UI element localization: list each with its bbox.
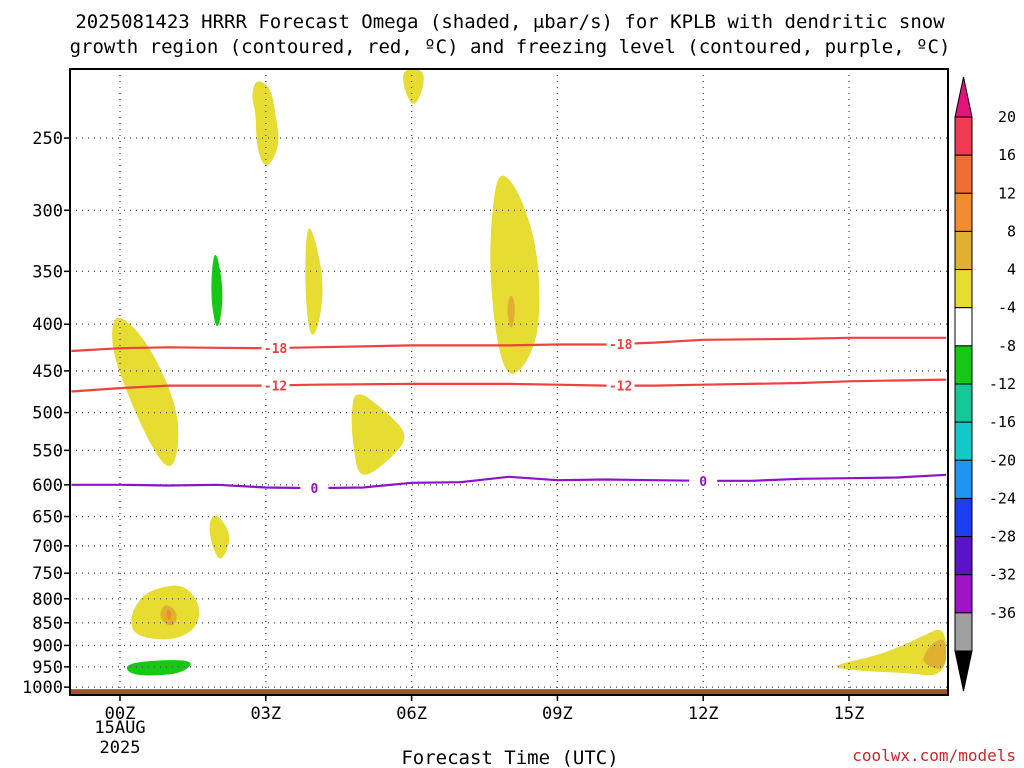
colorbar-segment-0 [954,116,973,156]
y-tick-label-500: 500 [32,404,63,424]
colorbar-segment-3 [954,230,973,271]
colorbar-top-arrow [954,76,973,118]
y-tick-label-650: 650 [32,508,63,528]
colorbar-segment-12 [954,574,973,614]
y-tick-label-350: 350 [32,262,63,282]
plot-area: -18 -18 -12 -12 0 0 [69,68,949,696]
colorbar-segment-10 [954,497,973,538]
shaded-region-omega-4to8-f [351,394,405,475]
contour-lines: -18 -18 -12 -12 0 0 [71,335,947,497]
chart-title-line2: growth region (contoured, red, ºC) and f… [70,36,951,58]
contour-label-1-1: -12 [609,380,632,395]
contour-label-1-0: -12 [264,379,287,394]
x-axis-label: Forecast Time (UTC) [401,747,618,768]
colorbar-label-6: -8 [998,337,1016,355]
x-tick-label-9: 09Z [542,704,573,724]
colorbar-label-7: -12 [989,375,1016,393]
colorbar-label-12: -32 [989,566,1016,584]
contour-label-bg-0-1 [606,335,635,352]
y-tick-label-400: 400 [32,315,63,335]
colorbar-segment-8 [954,421,973,461]
y-tick-label-800: 800 [32,590,63,610]
colorbar-segment-2 [954,192,973,232]
colorbar-segment-13 [954,612,973,652]
colorbar-segment-11 [954,536,973,576]
colorbar-label-0: 20 [998,108,1016,126]
contour-label-bg-1-0 [261,377,290,394]
x-tick-label-0: 00Z [105,704,136,724]
colorbar-label-3: 8 [1007,222,1016,240]
x-date-label-line2: 2025 [100,738,141,758]
x-tick-label-12: 12Z [688,704,719,724]
shaded-region-omega-4to8-b [402,69,424,104]
colorbar-bottom-arrow [954,650,973,692]
colorbar-label-4: 4 [1007,261,1016,279]
shaded-region-omega-8to12-c [923,639,947,669]
x-date-label-line1: 15AUG [94,718,145,738]
ground-band [70,689,948,695]
contour-line-0 [71,336,947,353]
contour-line-1 [71,378,947,393]
shaded-region-omega-12to16-a [166,610,172,620]
x-tick-label-6: 06Z [396,704,427,724]
contour-label-2-1: 0 [699,475,707,490]
contour-label-2-0: 0 [310,482,318,497]
colorbar-label-11: -28 [989,528,1016,546]
x-tick-label-3: 03Z [250,704,281,724]
contour-label-bg-1-1 [606,377,635,394]
shaded-region-omega-4to8-c [305,228,323,335]
colorbar-label-2: 12 [998,184,1016,202]
colorbar: 20 16 12 8 4 -4 -8 -12 -16 -20 -24 -28 -32 -36 [954,76,1016,692]
colorbar-segment-7 [954,383,973,423]
colorbar-segment-6 [954,345,973,385]
colorbar-label-10: -24 [989,489,1016,507]
y-axis-ticks: 2503003504004505005506006507007508008509… [22,129,70,698]
y-tick-label-900: 900 [32,636,63,656]
y-tick-label-750: 750 [32,564,63,584]
contour-label-0-0: -18 [264,342,288,357]
shaded-region-omega-4to8-i [836,629,947,676]
y-tick-label-250: 250 [32,129,63,149]
y-tick-label-550: 550 [32,441,63,461]
x-tick-label-15: 15Z [834,704,865,724]
contour-label-bg-2-1 [689,472,718,489]
x-axis-ticks: 00Z 03Z 06Z 09Z 12Z 15Z [105,695,865,724]
colorbar-segment-5 [954,307,973,347]
colorbar-label-1: 16 [998,146,1016,164]
shaded-region-omega-4to8-g [209,515,230,559]
y-tick-label-600: 600 [32,476,63,496]
colorbar-label-8: -16 [989,413,1016,431]
plot-frame [69,68,949,696]
colorbar-label-9: -20 [989,451,1016,469]
y-tick-label-850: 850 [32,614,63,634]
contour-label-0-1: -18 [609,338,633,353]
shaded-region-omega-4to8-e [112,317,179,467]
ground-layer [70,689,948,695]
colorbar-label-5: -4 [998,299,1016,317]
colorbar-label-13: -36 [989,604,1016,622]
shaded-region-omega-8to12-b [507,295,515,328]
y-tick-label-300: 300 [32,201,63,221]
y-tick-label-450: 450 [32,362,63,382]
y-tick-label-950: 950 [32,658,63,678]
chart-title-line1: 2025081423 HRRR Forecast Omega (shaded, … [75,11,945,33]
shaded-region-omega-neg4to8-b [126,660,191,676]
colorbar-segment-9 [954,459,973,499]
contour-label-bg-2-0 [300,480,329,497]
credit-link[interactable]: coolwx.com/models [852,746,1016,765]
contour-line-2 [71,473,947,490]
colorbar-segment-4 [954,269,973,309]
shaded-region-omega-neg4to8-a [211,254,223,326]
y-tick-label-1000: 1000 [22,678,63,698]
contour-label-bg-0-0 [261,340,290,357]
colorbar-segment-1 [954,154,973,194]
omega-shading [112,69,947,676]
y-tick-label-700: 700 [32,537,63,557]
